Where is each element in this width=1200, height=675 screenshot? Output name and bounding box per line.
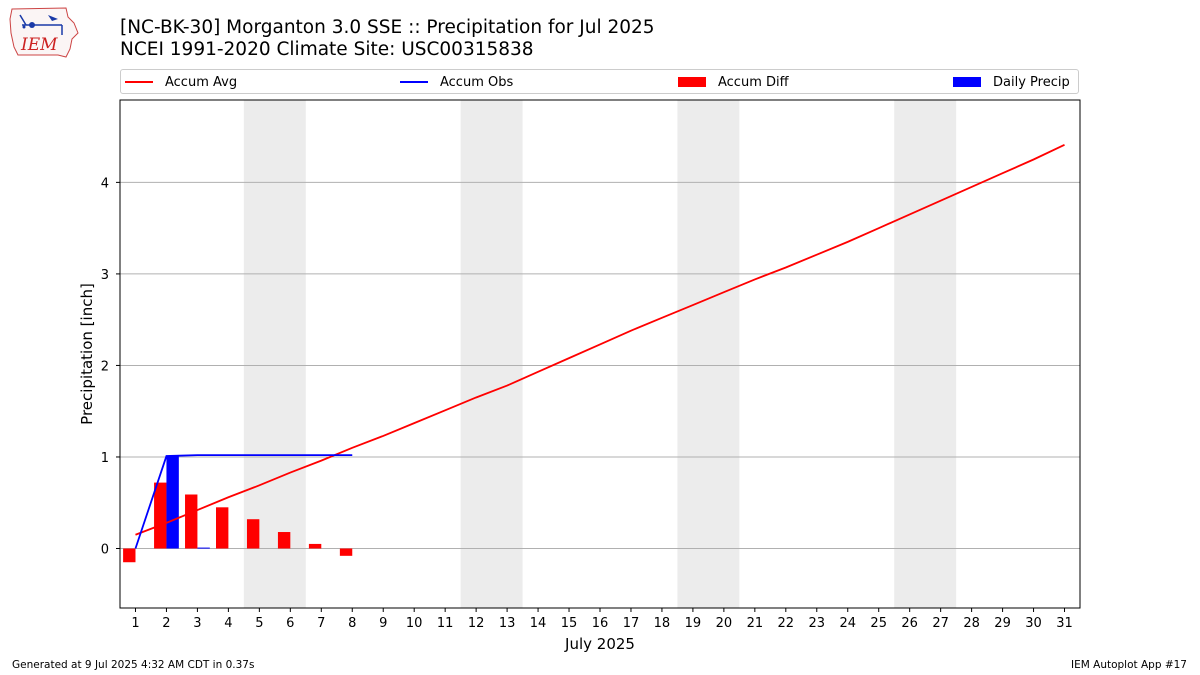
x-tick-label: 19 <box>685 616 702 631</box>
legend: Accum Avg Accum Obs Accum Diff Daily Pre… <box>120 69 1079 94</box>
weekend-band <box>894 100 957 608</box>
x-tick-label: 12 <box>468 616 485 631</box>
x-tick-label: 27 <box>932 616 949 631</box>
gridlines <box>120 181 1080 550</box>
x-tick-label: 22 <box>778 616 795 631</box>
x-tick-label: 8 <box>348 616 356 631</box>
accum-diff-bar <box>123 548 136 563</box>
legend-swatch <box>125 81 153 83</box>
x-tick-label: 20 <box>716 616 733 631</box>
y-tick-label: 0 <box>101 543 109 558</box>
x-tick-label: 26 <box>901 616 918 631</box>
logo-text: IEM <box>20 35 58 55</box>
x-tick-label: 2 <box>162 616 170 631</box>
legend-item-daily-precip: Daily Precip <box>953 73 1070 91</box>
legend-item-accum-obs: Accum Obs <box>400 73 513 91</box>
legend-swatch <box>953 77 981 87</box>
x-tick-label: 17 <box>623 616 640 631</box>
footer-generated: Generated at 9 Jul 2025 4:32 AM CDT in 0… <box>12 659 255 671</box>
legend-swatch <box>678 77 706 87</box>
x-tick-label: 11 <box>437 616 454 631</box>
x-tick-label: 24 <box>839 616 856 631</box>
daily-precip-bar <box>166 456 179 549</box>
x-tick-label: 14 <box>530 616 547 631</box>
x-tick-label: 16 <box>592 616 609 631</box>
legend-label: Daily Precip <box>993 74 1070 90</box>
x-axis-label: July 2025 <box>564 635 635 653</box>
chart-title: [NC-BK-30] Morganton 3.0 SSE :: Precipit… <box>120 17 655 38</box>
accum-diff-bar <box>308 543 322 549</box>
x-tick-label: 25 <box>870 616 887 631</box>
accum-diff-bar <box>246 519 260 549</box>
legend-swatch <box>400 81 428 83</box>
legend-label: Accum Avg <box>165 74 238 90</box>
x-tick-label: 4 <box>224 616 232 631</box>
legend-label: Accum Diff <box>718 74 789 90</box>
iem-logo: IEM <box>8 5 80 59</box>
weekend-bands <box>243 100 957 608</box>
x-tick-label: 5 <box>255 616 263 631</box>
x-tick-label: 18 <box>654 616 671 631</box>
x-tick-label: 6 <box>286 616 294 631</box>
y-axis-label: Precipitation [inch] <box>78 283 96 425</box>
y-tick-label: 4 <box>101 176 109 191</box>
y-tick-label: 2 <box>101 359 109 374</box>
daily-precip-bar <box>197 547 210 549</box>
x-tick-label: 1 <box>131 616 139 631</box>
legend-label: Accum Obs <box>440 74 514 90</box>
chart-subtitle: NCEI 1991-2020 Climate Site: USC00315838 <box>120 39 534 60</box>
x-tick-label: 13 <box>499 616 516 631</box>
accum-diff-bar <box>154 482 167 549</box>
y-tick-label: 3 <box>101 268 109 283</box>
x-tick-label: 10 <box>406 616 423 631</box>
lines <box>134 144 1065 549</box>
x-tick-label: 3 <box>193 616 201 631</box>
weekend-band <box>677 100 740 608</box>
accum-diff-bar <box>339 548 353 556</box>
x-tick-label: 30 <box>1025 616 1042 631</box>
axis-ticks: 1 2 3 4 5 6 7 8 9 10 11 12 13 14 15 16 17 18 19 20 21 22 23 24 2… <box>101 176 1073 631</box>
x-tick-label: 31 <box>1056 616 1073 631</box>
accum-avg-line <box>135 144 1065 536</box>
legend-item-accum-diff: Accum Diff <box>678 73 789 91</box>
x-tick-label: 29 <box>994 616 1011 631</box>
accum-obs-line <box>134 454 353 549</box>
accum-diff-bar <box>216 507 229 549</box>
footer-app: IEM Autoplot App #17 <box>1071 659 1187 671</box>
accum-diff-bar <box>185 494 198 549</box>
bars <box>123 456 353 563</box>
x-tick-label: 21 <box>747 616 764 631</box>
accum-diff-bar <box>277 532 291 549</box>
y-tick-label: 1 <box>101 451 109 466</box>
x-tick-label: 28 <box>963 616 980 631</box>
x-tick-label: 15 <box>561 616 578 631</box>
x-tick-label: 23 <box>809 616 826 631</box>
x-tick-label: 7 <box>317 616 325 631</box>
weekend-band <box>460 100 523 608</box>
x-tick-label: 9 <box>379 616 387 631</box>
legend-item-accum-avg: Accum Avg <box>125 73 237 91</box>
